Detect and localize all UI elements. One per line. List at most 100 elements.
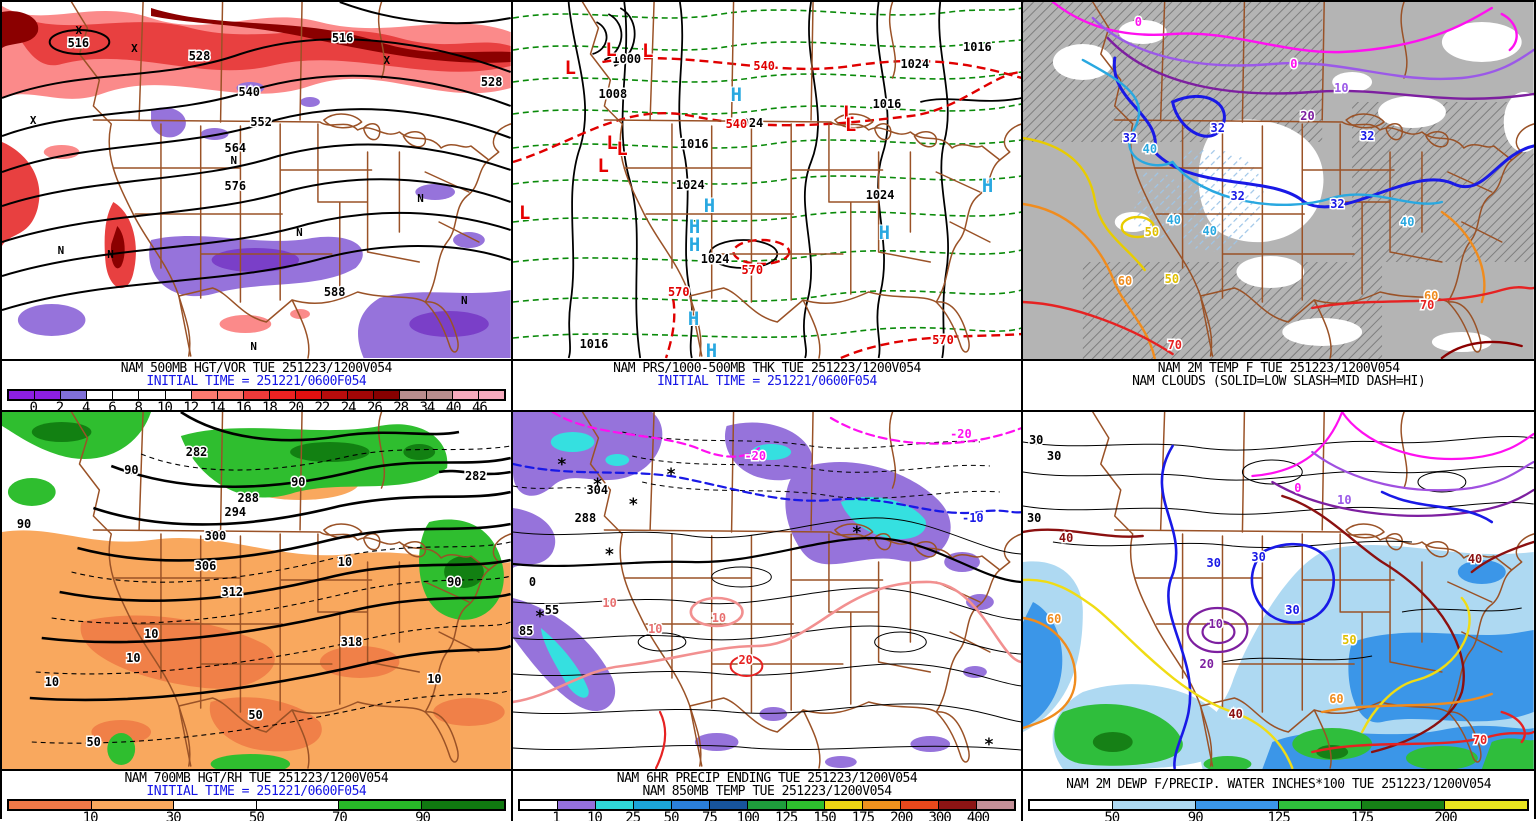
dewp-label: 0: [1295, 481, 1302, 495]
temp-label: 40: [1400, 215, 1414, 229]
caption-2m-temp: NAM 2M TEMP F TUE 251223/1200V054 NAM CL…: [1023, 361, 1534, 388]
colorbar-segment: [747, 801, 786, 809]
colorbar-tick-label: 2: [55, 400, 65, 412]
map-700mb-hgt-rh: 282 282 288 294 300 306 312 318 10 10 10…: [2, 412, 511, 771]
colorbar-tick-label: 125: [1267, 810, 1291, 821]
rh-label: 50: [248, 708, 262, 722]
contour-label: 576: [225, 179, 247, 193]
isobar-label: 1024: [900, 57, 929, 71]
colorbar-segment: [899, 801, 939, 809]
initial-time: INITIAL TIME = 251221/0600F054: [146, 783, 367, 799]
dewp-label: 50: [1342, 633, 1356, 647]
vort-min-marker: N: [230, 154, 237, 167]
rh-label: 10: [144, 627, 158, 641]
colorbar-tick-label: 200: [1434, 810, 1457, 821]
colorbar-segment: [60, 391, 87, 399]
temp-label: 10: [648, 622, 662, 636]
value-label: 288: [574, 511, 596, 525]
colorbar-segments: [7, 799, 506, 811]
colorbar-segment: [425, 391, 452, 399]
high-symbol: H: [688, 308, 699, 330]
height-label: 312: [222, 585, 244, 599]
high-symbol: H: [689, 234, 700, 256]
vort-max-min-markers: X X X X N N N N N N N: [30, 24, 468, 353]
colorbar-tick-label: 125: [775, 810, 798, 821]
high-symbol: H: [705, 340, 716, 359]
temp-label: -20: [950, 427, 972, 441]
rh-label: 10: [45, 675, 59, 689]
dewp-label: 10: [1338, 493, 1352, 507]
dewp-label: 30: [1252, 550, 1266, 564]
snow-symbols: * * * * * * * *: [535, 454, 994, 754]
panel-2m-temp-clouds: 0 0 10 20 32 32 32 32 32 40 40 40 40 50 …: [1023, 2, 1534, 412]
map-500mb-hgt-vor: 516 528 540 552 564 576 588 516 528 X X …: [2, 2, 511, 361]
colorbar-tick-label: 16: [235, 400, 252, 412]
snow-symbol: *: [556, 454, 566, 474]
dewp-label: 30: [1047, 449, 1061, 463]
colorbar-tick-label: 175: [1350, 810, 1374, 821]
low-symbol: L: [616, 138, 627, 160]
colorbar-segment: [1030, 801, 1113, 809]
colorbar-tick-label: 10: [157, 400, 173, 412]
colorbar-segment: [86, 391, 113, 399]
height-contours: [2, 2, 511, 311]
height-label: 318: [341, 635, 363, 649]
height-label: 288: [237, 491, 259, 505]
snow-symbol: *: [592, 474, 602, 494]
map-500mb-svg: 516 528 540 552 564 576 588 516 528 X X …: [2, 2, 511, 359]
temp-label: 0: [1291, 57, 1298, 71]
value-label: 304: [586, 483, 608, 497]
colorbar-segment: [347, 391, 374, 399]
colorbar-segment: [976, 801, 1015, 809]
panel-title: NAM 2M TEMP F TUE 251223/1200V054: [1157, 360, 1400, 376]
low-symbol: L: [842, 102, 853, 124]
contour-label: 564: [225, 141, 247, 155]
isobar-label: 1016: [872, 97, 901, 111]
low-symbol: L: [844, 114, 855, 136]
high-low-symbols: H H H H H H H H L L L L L L L L L: [518, 38, 994, 359]
colorbar-tick-label: 1: [552, 810, 561, 821]
map-2m-temp-clouds: 0 0 10 20 32 32 32 32 32 40 40 40 40 50 …: [1023, 2, 1534, 361]
isobar-contours: [567, 2, 1022, 359]
colorbar-segment: [1112, 801, 1196, 809]
temp-label: 0: [1135, 15, 1142, 29]
isobar-label: 1008: [598, 87, 627, 101]
colorbar-tick-label: 50: [248, 810, 265, 821]
low-symbol: L: [642, 40, 653, 62]
contour-label: 588: [324, 285, 346, 299]
dewp-label: 60: [1047, 612, 1061, 626]
high-symbol: H: [703, 195, 714, 217]
rh-thin-contours: [31, 445, 511, 744]
precip-shading: [512, 412, 994, 768]
colorbar-ticks: 0 2 4 6 8 10 12 14 16 18 20 22 24 26 28 34 40 46: [7, 400, 506, 412]
colorbar-tick-label: 34: [419, 400, 435, 412]
value-label: 85: [519, 624, 533, 638]
precip-850-labels: -20 -20 -10 0 10 10 10 20 304 288 85 55: [517, 425, 985, 668]
dewp-label: 40: [1229, 707, 1243, 721]
colorbar-segment: [399, 391, 426, 399]
colorbar-segment: [556, 801, 595, 809]
temp-label: 10: [1335, 81, 1349, 95]
thickness-label: 570: [668, 285, 690, 299]
thickness-label: 540: [753, 59, 775, 73]
rh-label: 50: [86, 735, 100, 749]
temp-label: 10: [602, 596, 616, 610]
colorbar-tick-label: 300: [928, 810, 951, 821]
colorbar-tick-label: 70: [332, 810, 348, 821]
panel-title: NAM 500MB HGT/VOR TUE 251223/1200V054: [120, 360, 393, 376]
panel-subtitle: NAM CLOUDS (SOLID=LOW SLASH=MID DASH=HI): [1132, 373, 1426, 389]
dewp-label: 30: [1286, 603, 1300, 617]
temp-label: 10: [711, 611, 725, 625]
caption-500mb: NAM 500MB HGT/VOR TUE 251223/1200V054 IN…: [2, 361, 511, 388]
clear-sky-areas: [1053, 20, 1534, 352]
temp-label: -10: [962, 511, 984, 525]
temp-label: 32: [1123, 131, 1137, 145]
rh-label: 90: [17, 517, 31, 531]
vort-max-marker: X: [30, 114, 37, 127]
colorbar-segment: [138, 391, 165, 399]
colorbar-tick-label: 175: [851, 810, 875, 821]
dewp-label: 10: [1209, 617, 1223, 631]
height-label: 300: [205, 529, 227, 543]
colorbar-segment: [785, 801, 824, 809]
low-symbol: L: [564, 57, 575, 79]
